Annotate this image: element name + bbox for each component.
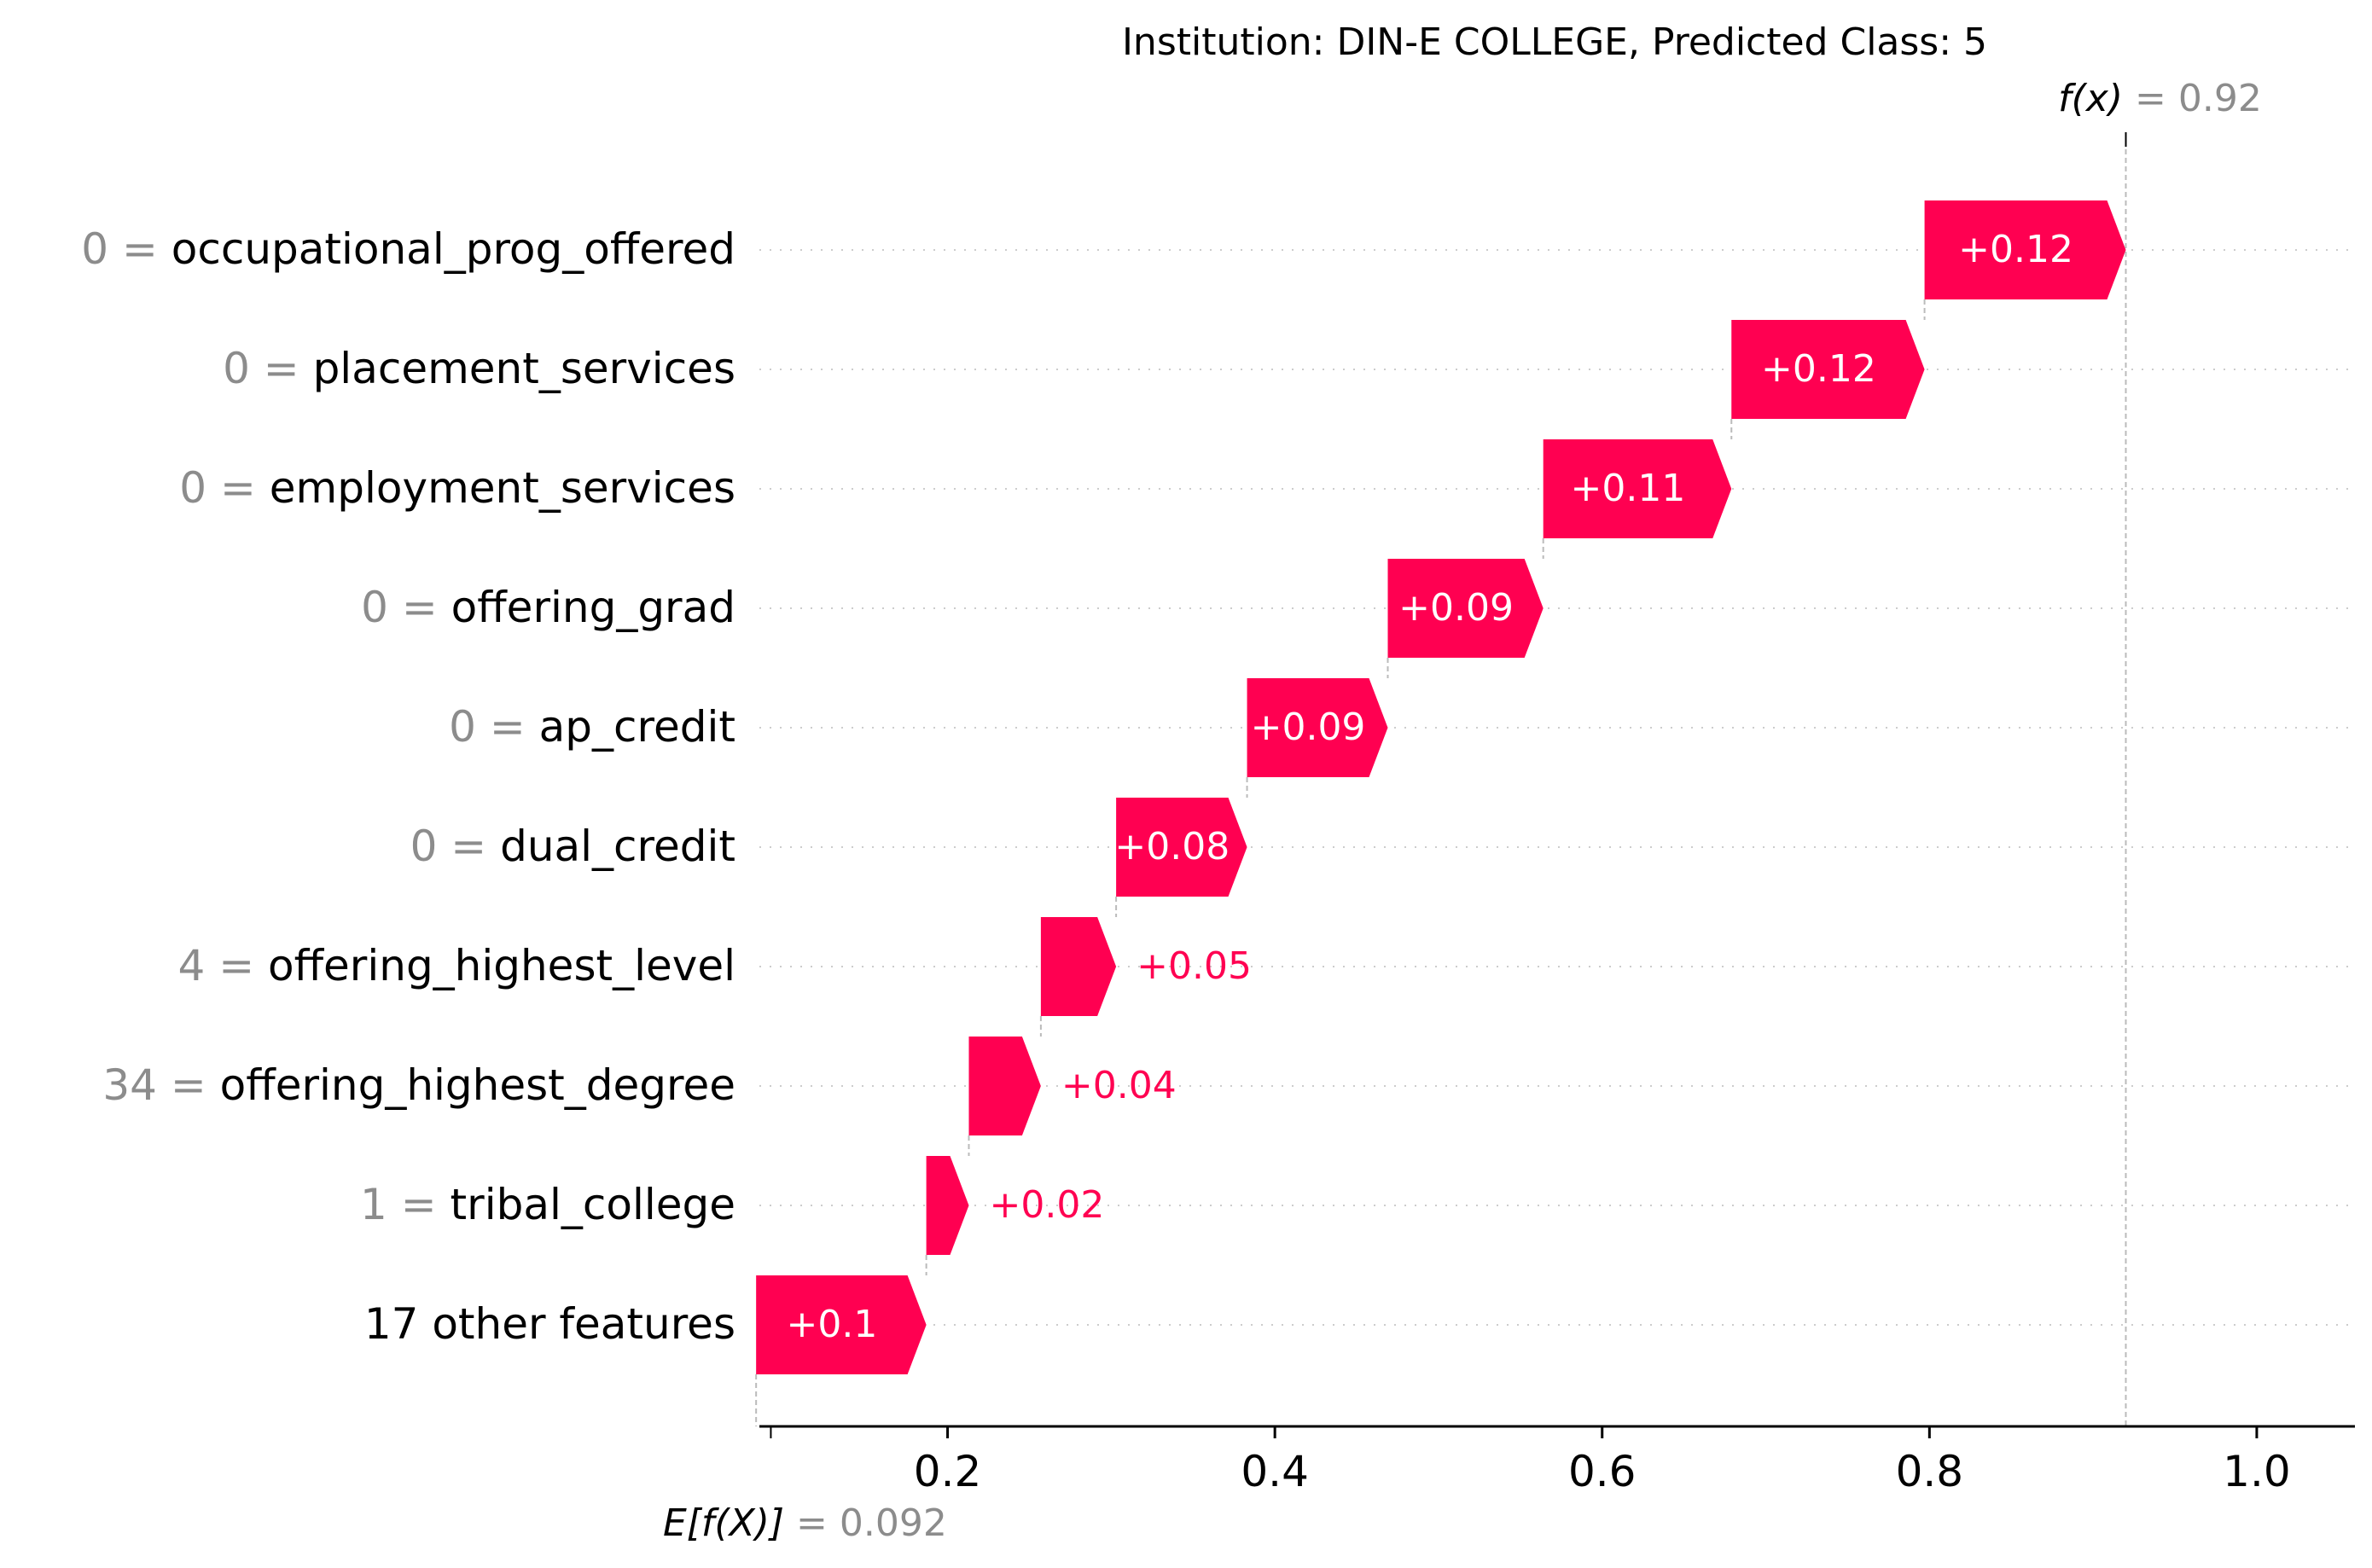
contribution-bar	[1387, 559, 1544, 658]
feature-label: 4 = offering_highest_level	[178, 941, 736, 990]
feature-label: 17 other features	[364, 1299, 735, 1349]
fx-label: f(x) = 0.92	[2058, 77, 2262, 120]
feature-name: ap_credit	[539, 702, 735, 752]
feature-label: 0 = offering_grad	[361, 583, 735, 632]
feature-name: offering_grad	[451, 583, 735, 632]
feature-name: occupational_prog_offered	[172, 224, 735, 274]
feature-value: 0 =	[223, 344, 313, 393]
base-label: E[f(X)] = 0.092	[663, 1501, 947, 1545]
contribution-bar	[1247, 678, 1388, 777]
bar-value-label: +0.04	[1061, 1064, 1177, 1107]
feature-name: dual_credit	[500, 822, 735, 871]
fx-value: 0.92	[2178, 77, 2262, 120]
bar-value-label: +0.1	[786, 1303, 877, 1346]
feature-name: employment_services	[270, 463, 735, 513]
x-tick-label: 0.2	[914, 1447, 982, 1496]
x-tick-label: 0.8	[1896, 1447, 1964, 1496]
feature-name: placement_services	[313, 344, 735, 393]
contribution-bar	[1731, 320, 1925, 419]
feature-value: 34 =	[102, 1060, 219, 1110]
feature-name: offering_highest_degree	[220, 1060, 735, 1110]
contribution-bar	[1924, 200, 2126, 299]
feature-label: 0 = dual_credit	[410, 822, 735, 871]
feature-value: 0 =	[361, 583, 451, 632]
contribution-bar	[1543, 439, 1732, 538]
feature-value: 0 =	[410, 822, 501, 871]
fx-symbol: f(x)	[2058, 77, 2123, 120]
feature-value: 1 =	[360, 1180, 451, 1229]
bar-value-label: +0.09	[1251, 706, 1366, 749]
contribution-bar	[926, 1156, 969, 1255]
base-equals: =	[784, 1501, 840, 1545]
feature-value: 0 =	[81, 224, 172, 274]
contribution-bar	[1040, 917, 1117, 1016]
feature-label: 0 = ap_credit	[449, 702, 735, 752]
bar-value-label: +0.08	[1114, 825, 1230, 868]
bar-value-label: +0.12	[1761, 347, 1876, 391]
x-tick-label: 0.4	[1241, 1447, 1309, 1496]
base-value: 0.092	[840, 1501, 947, 1545]
feature-label: 34 = offering_highest_degree	[102, 1060, 735, 1110]
x-tick-label: 1.0	[2223, 1447, 2291, 1496]
contribution-bar	[1116, 798, 1247, 897]
feature-name: 17 other features	[364, 1299, 735, 1349]
feature-value: 0 =	[179, 463, 270, 513]
bar-value-label: +0.12	[1958, 228, 2073, 271]
bar-value-label: +0.11	[1571, 467, 1686, 510]
fx-equals: =	[2123, 77, 2178, 120]
bar-value-label: +0.02	[989, 1183, 1104, 1227]
feature-name: tribal_college	[451, 1180, 735, 1229]
bar-value-label: +0.09	[1398, 586, 1514, 630]
feature-value: 4 =	[178, 941, 269, 990]
feature-label: 1 = tribal_college	[360, 1180, 735, 1229]
feature-label: 0 = placement_services	[223, 344, 735, 393]
bar-value-label: +0.05	[1137, 944, 1252, 988]
x-tick-label: 0.6	[1568, 1447, 1637, 1496]
contribution-bar	[756, 1275, 927, 1374]
feature-label: 0 = occupational_prog_offered	[81, 224, 735, 274]
feature-label: 0 = employment_services	[179, 463, 735, 513]
contribution-bar	[968, 1037, 1041, 1135]
chart-title: Institution: DIN-E COLLEGE, Predicted Cl…	[1122, 20, 1987, 64]
feature-name: offering_highest_level	[268, 941, 735, 990]
feature-value: 0 =	[449, 702, 539, 752]
base-symbol: E[f(X)]	[663, 1501, 784, 1545]
